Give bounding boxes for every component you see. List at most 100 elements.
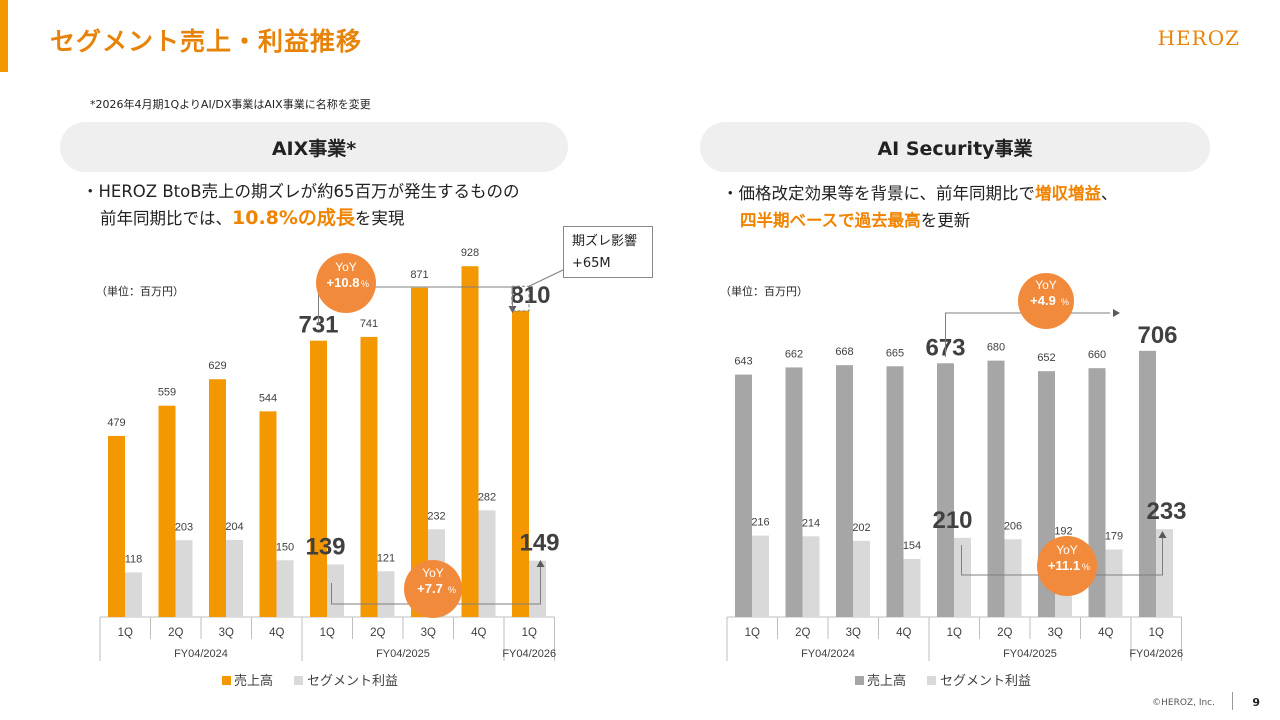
aix-profit-yoy-arrow	[536, 560, 545, 567]
sec-sales-bar	[987, 360, 1005, 617]
aix-fiscal-year-label: FY04/2024	[174, 648, 228, 660]
aix-profit-label: 204	[225, 521, 243, 533]
sec-sales-label: 706	[1137, 322, 1177, 349]
ai-security-highlight-1: 増収増益	[1035, 184, 1102, 203]
aix-segment-pill: AIX事業*	[60, 122, 568, 172]
sec-legend-profit: セグメント利益	[940, 673, 1031, 688]
aix-sales-bar	[310, 340, 327, 617]
heroz-logo: HEROZ	[1157, 26, 1240, 50]
sec-sales-bar	[735, 374, 752, 617]
aix-sales-bar	[108, 435, 125, 617]
aix-profit-label: 149	[519, 530, 559, 557]
aix-category-label: 3Q	[219, 627, 234, 639]
sec-sales-label: 668	[835, 346, 853, 358]
aix-sales-bar	[461, 266, 479, 617]
sec-sales-bar	[937, 363, 954, 617]
sec-profit-yoy-badge-value: +11.1	[1048, 558, 1080, 573]
sec-profit-label: 179	[1105, 531, 1123, 543]
aix-profit-label: 282	[478, 491, 496, 503]
aix-bullet: ・HEROZ BtoB売上の期ズレが約65百万が発生するものの 前年同期比では、…	[82, 178, 520, 232]
sec-profit-yoy-badge-unit: %	[1082, 562, 1090, 572]
aix-profit-label: 150	[276, 541, 294, 553]
sec-profit-label: 233	[1146, 498, 1186, 525]
aix-sales-label: 741	[360, 318, 378, 330]
aix-sales-yoy-badge-unit: %	[361, 279, 369, 289]
sec-sales-bar	[836, 365, 853, 617]
aix-sales-yoy-arrow	[508, 306, 517, 313]
aix-sales-label: 871	[410, 269, 428, 281]
aix-growth-highlight: 10.8%の成長	[232, 207, 355, 229]
footer-divider	[1232, 692, 1233, 710]
aix-sales-yoy-badge-label: YoY	[335, 260, 357, 274]
copyright: ©HEROZ, Inc.	[1152, 698, 1215, 708]
sec-sales-label: 665	[886, 347, 904, 359]
aix-profit-label: 203	[175, 521, 193, 533]
sec-profit-label: 216	[751, 517, 769, 529]
aix-sales-label: 479	[107, 417, 125, 429]
ai-security-bullet-line1: ・価格改定効果等を背景に、前年同期比で増収増益、	[722, 180, 1118, 207]
sec-profit-bar	[802, 536, 820, 617]
page-number: 9	[1252, 696, 1260, 709]
sec-category-label: 4Q	[1098, 627, 1113, 639]
aix-bullet-text-end: を実現	[354, 209, 405, 228]
aix-sales-label: 544	[259, 392, 277, 404]
sec-profit-bar	[853, 540, 870, 617]
aix-legend-sales-swatch	[222, 676, 231, 685]
sec-profit-label: 202	[852, 522, 870, 534]
aix-profit-label: 118	[125, 553, 143, 565]
aix-sales-bar	[209, 379, 226, 617]
callout-title: 期ズレ影響	[572, 234, 638, 249]
sec-profit-bar	[1004, 539, 1022, 617]
sec-category-label: 2Q	[997, 627, 1012, 639]
aix-timing-shift-box	[511, 285, 530, 312]
aix-sales-bar	[360, 336, 378, 617]
aix-sales-bar	[411, 287, 428, 617]
aix-profit-bar	[478, 510, 496, 617]
aix-profit-yoy-badge-unit: %	[448, 585, 456, 595]
aix-sales-label: 928	[461, 247, 479, 259]
sec-fiscal-year-label: FY04/2024	[801, 648, 855, 660]
sec-sales-yoy-badge	[1018, 273, 1074, 329]
sec-profit-bar	[1105, 549, 1123, 617]
sec-category-label: 3Q	[846, 627, 861, 639]
sec-sales-label: 680	[987, 342, 1005, 354]
aix-profit-bar	[327, 564, 344, 617]
sec-sales-yoy-badge-label: YoY	[1035, 278, 1057, 292]
ai-security-unit-label: （単位：百万円）	[720, 285, 808, 298]
sec-category-label: 1Q	[745, 627, 760, 639]
sec-profit-yoy-arrow	[1158, 531, 1167, 538]
sec-sales-label: 660	[1088, 349, 1106, 361]
aix-sales-bar	[158, 405, 176, 617]
sec-sales-bar	[785, 367, 803, 617]
ai-security-bullet-line2: 四半期ベースで過去最高を更新	[722, 207, 1118, 234]
sec-sales-bar	[1139, 350, 1156, 617]
sec-fiscal-year-label: FY04/2026	[1129, 648, 1183, 660]
aix-profit-yoy-badge	[404, 560, 462, 618]
aix-profit-label: 232	[427, 510, 445, 522]
sec-legend-profit-swatch	[927, 676, 936, 685]
ai-security-segment-pill: AI Security事業	[700, 122, 1210, 172]
sec-profit-yoy-badge-label: YoY	[1056, 543, 1078, 557]
ai-security-bullet-text-end: を更新	[920, 211, 971, 230]
aix-legend-profit-swatch	[294, 676, 303, 685]
sec-category-label: 3Q	[1048, 627, 1063, 639]
aix-fiscal-year-label: FY04/2025	[376, 648, 430, 660]
sec-category-label: 2Q	[795, 627, 810, 639]
sec-category-label: 1Q	[947, 627, 962, 639]
page-title: セグメント売上・利益推移	[50, 27, 363, 56]
sec-sales-label: 662	[785, 348, 803, 360]
aix-sales-bar	[512, 310, 529, 617]
sec-profit-bar	[752, 535, 769, 617]
aix-category-label: 1Q	[522, 627, 537, 639]
aix-legend-sales: 売上高	[234, 673, 273, 688]
callout-value: +65M	[572, 256, 611, 271]
aix-profit-label: 139	[305, 533, 345, 560]
sec-profit-label: 210	[932, 507, 972, 534]
aix-fiscal-year-label: FY04/2026	[502, 648, 556, 660]
sec-sales-label: 652	[1037, 352, 1055, 364]
sec-category-label: 1Q	[1149, 627, 1164, 639]
title-accent-bar	[0, 0, 8, 72]
aix-category-label: 3Q	[421, 627, 436, 639]
sec-sales-bar	[886, 366, 904, 617]
